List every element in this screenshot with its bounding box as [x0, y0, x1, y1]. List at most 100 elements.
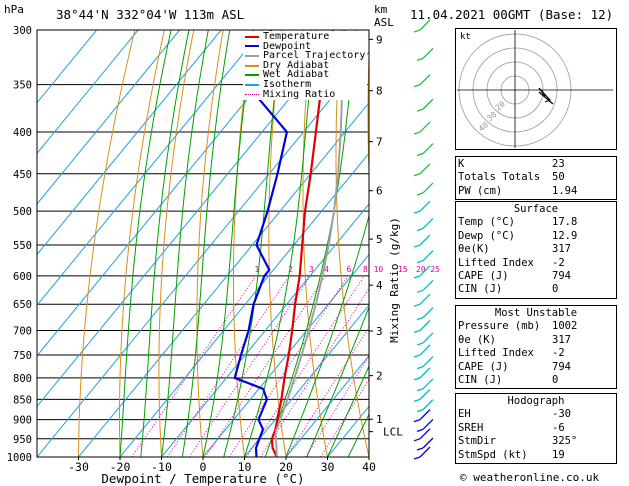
wind-barb [422, 378, 434, 390]
mixing-ratio-line-2 [166, 275, 290, 457]
wind-barb [419, 344, 431, 356]
wet-adiabat [285, 213, 369, 457]
mixing-ratio-line-15 [286, 326, 369, 457]
km-tick-LCL: LCL [383, 426, 403, 439]
hodograph_table-label: SREH [458, 421, 484, 434]
surface-title: Surface [513, 203, 559, 215]
wind-barb [422, 250, 434, 262]
wet-adiabat [264, 30, 357, 457]
mixing-ratio-label-1: 1 [254, 265, 259, 274]
wind-barb [422, 218, 434, 229]
wind-barb [419, 409, 431, 421]
wind-barb [422, 332, 434, 344]
copyright: © weatheronline.co.uk [460, 471, 600, 484]
isotherm--30 [78, 101, 369, 457]
mixing-ratio-label-20: 20 [416, 265, 426, 274]
isotherm-10 [244, 304, 369, 457]
pressure-tick-650: 650 [13, 299, 32, 311]
most_unstable-value: 0 [552, 374, 559, 387]
wind-barb-flag [413, 173, 421, 177]
wind-barb-flag [416, 57, 424, 62]
most_unstable-label: CIN (J) [458, 374, 503, 387]
hodograph_table-label: StmSpd (kt) [458, 448, 528, 461]
wind-barb [422, 47, 434, 59]
most_unstable-label: Lifted Index [458, 347, 534, 360]
hodograph-table-title: Hodograph [507, 395, 565, 407]
mixing-ratio-line-8 [246, 275, 365, 457]
series-dewpoint [233, 30, 289, 457]
legend-label: Temperature [263, 31, 330, 42]
dry-adiabat [78, 30, 136, 457]
series-temperature [270, 30, 335, 457]
x-tick--20: -20 [110, 460, 131, 474]
wind-barb [422, 98, 434, 110]
wind-barb [419, 19, 431, 31]
km-label: km [374, 3, 388, 16]
x-tick-30: 30 [321, 460, 335, 474]
wind-barb [419, 200, 431, 212]
mixing-ratio-label-25: 25 [430, 265, 440, 274]
surface-value: 12.9 [552, 229, 578, 242]
pressure-tick-550: 550 [13, 240, 32, 252]
isotherm--90 [37, 30, 181, 205]
wet-adiabat [161, 30, 209, 457]
totals-totals-row: Totals Totals 50 [458, 171, 565, 184]
pressure-tick-600: 600 [13, 271, 32, 283]
location-title: 38°44'N 332°04'W 113m ASL [56, 7, 245, 22]
wind-barb-flag [416, 108, 424, 112]
pressure-tick-850: 850 [13, 394, 32, 406]
surface-row: Temp (°C) 17.8 [458, 216, 614, 229]
wind-barb [419, 121, 431, 133]
km-tick-9: 9 [376, 33, 383, 46]
km-tick-8: 8 [376, 85, 383, 98]
hodograph_table-value: -30 [552, 408, 571, 421]
legend-swatch [245, 35, 259, 38]
hodograph_table-value: 325° [552, 435, 578, 448]
wind-barb-flag [416, 365, 424, 370]
legend-item: Dry Adiabat [245, 59, 365, 71]
isotherm-0 [202, 253, 369, 457]
wind-barb-flag [413, 29, 421, 33]
km-tick-5: 5 [376, 233, 383, 246]
legend-swatch [245, 45, 259, 48]
most-unstable-title: Most Unstable [494, 307, 578, 319]
legend-label: Mixing Ratio [263, 88, 336, 100]
most_unstable-label: Pressure (mb) [458, 320, 541, 333]
isotherm-20 [285, 354, 369, 457]
hodograph-frame [455, 28, 617, 150]
km-tick-4: 4 [376, 279, 383, 292]
most_unstable-label: CAPE (J) [458, 360, 509, 373]
wind-barb-flag [413, 210, 421, 214]
most_unstable-row: Lifted Index -2 [458, 347, 614, 360]
legend-label: Wet Adiabat [263, 69, 330, 81]
mixing-ratio-label-10: 10 [374, 265, 384, 274]
mixing-ratio-label-4: 4 [324, 265, 329, 274]
legend-item: Wet Adiabat [245, 70, 365, 80]
legend-swatch [245, 64, 259, 67]
most_unstable-row: θe (K) 317 [458, 334, 614, 347]
legend-label: Parcel Trajectory [263, 50, 366, 62]
km-tick-3: 3 [376, 325, 383, 338]
surface-label: Lifted Index [458, 256, 534, 269]
km-tick-7: 7 [376, 136, 383, 149]
km-tick-2: 2 [376, 370, 383, 383]
wind-barb-flag [416, 260, 424, 264]
surface-label: CAPE (J) [458, 270, 509, 283]
mixing-ratio-label-2: 2 [288, 265, 293, 274]
dry-adiabat [119, 30, 165, 457]
most_unstable-label: θe (K) [458, 333, 496, 346]
surface-value: -2 [552, 256, 565, 269]
dry-adiabat [158, 30, 195, 457]
wind-barb [419, 367, 431, 379]
surface-label: θe(K) [458, 243, 490, 256]
legend-item: Dewpoint [245, 41, 365, 52]
mixing-ratio-label-8: 8 [363, 265, 368, 274]
isotherm--100 [37, 30, 139, 155]
legend-label: Dry Adiabat [263, 59, 330, 71]
pressure-tick-300: 300 [13, 25, 32, 37]
wet-adiabat [140, 30, 190, 457]
legend-item: Isotherm [245, 80, 365, 90]
most_unstable-value: 1002 [552, 320, 578, 333]
series-parcel-trajectory [274, 30, 345, 457]
isotherm--40 [37, 51, 369, 457]
